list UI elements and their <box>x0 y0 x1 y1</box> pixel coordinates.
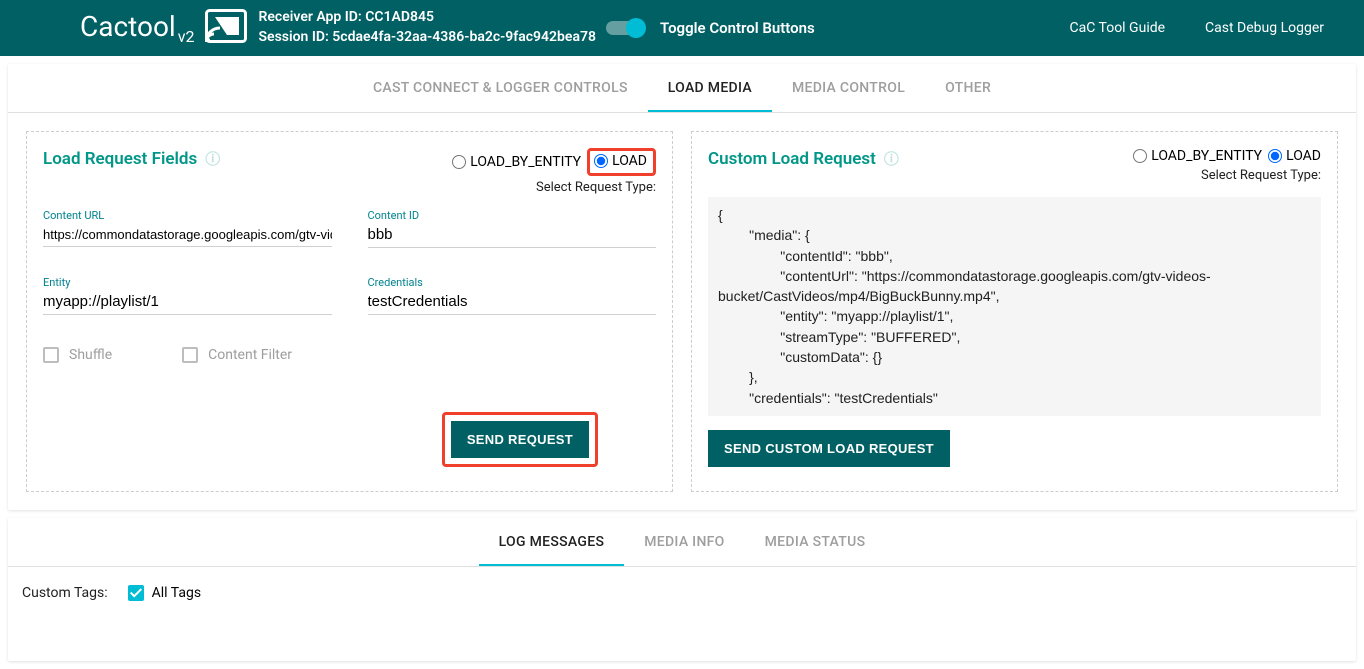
tab-load-media[interactable]: LOAD MEDIA <box>648 64 772 112</box>
request-type-selector: LOAD_BY_ENTITY LOAD Select Request Type: <box>452 148 656 195</box>
custom-load-request-panel: Custom Load Request ⓘ LOAD_BY_ENTITY LOA… <box>691 131 1338 492</box>
entity-field: Entity <box>43 276 332 315</box>
tab-media-control[interactable]: MEDIA CONTROL <box>772 64 925 112</box>
load-request-fields-panel: Load Request Fields ⓘ LOAD_BY_ENTITY LOA… <box>26 131 673 492</box>
radio-load-by-entity[interactable]: LOAD_BY_ENTITY <box>1133 148 1262 164</box>
cac-tool-guide-link[interactable]: CaC Tool Guide <box>1070 20 1166 36</box>
cast-icon[interactable] <box>205 9 247 47</box>
tab-other[interactable]: OTHER <box>925 64 1011 112</box>
tab-media-info[interactable]: MEDIA INFO <box>624 518 744 566</box>
cast-debug-logger-link[interactable]: Cast Debug Logger <box>1205 20 1324 36</box>
panel-title: Custom Load Request ⓘ <box>708 148 899 169</box>
app-logo: Cactoolv2 <box>80 10 195 47</box>
app-version: v2 <box>178 27 195 46</box>
panel-title: Load Request Fields ⓘ <box>43 148 220 169</box>
content-id-input[interactable] <box>368 224 657 248</box>
toggle-switch[interactable] <box>606 21 642 35</box>
credentials-input[interactable] <box>368 291 657 315</box>
field-label: Credentials <box>368 276 657 289</box>
checkbox-icon <box>43 347 59 363</box>
session-info: Receiver App ID: CC1AD845 Session ID: 5c… <box>259 8 596 47</box>
radio-load[interactable]: LOAD <box>1268 148 1321 164</box>
app-header: Cactoolv2 Receiver App ID: CC1AD845 Sess… <box>0 0 1364 56</box>
all-tags-checkbox[interactable]: All Tags <box>128 585 201 601</box>
shuffle-checkbox[interactable]: Shuffle <box>43 347 112 363</box>
checkbox-icon <box>182 347 198 363</box>
radio-load-by-entity[interactable]: LOAD_BY_ENTITY <box>452 154 581 170</box>
send-custom-load-request-button[interactable]: SEND CUSTOM LOAD REQUEST <box>708 430 950 467</box>
session-id: Session ID: 5cdae4fa-32aa-4386-ba2c-9fac… <box>259 28 596 48</box>
tab-cast-connect[interactable]: CAST CONNECT & LOGGER CONTROLS <box>353 64 648 112</box>
request-type-selector: LOAD_BY_ENTITY LOAD Select Request Type: <box>1133 148 1321 183</box>
content-url-field: Content URL <box>43 209 332 248</box>
log-tabs: LOG MESSAGES MEDIA INFO MEDIA STATUS <box>8 518 1356 567</box>
send-request-button[interactable]: SEND REQUEST <box>451 421 589 458</box>
help-icon[interactable]: ⓘ <box>205 148 220 169</box>
highlight-load-radio: LOAD <box>587 148 656 176</box>
receiver-app-id: Receiver App ID: CC1AD845 <box>259 8 596 28</box>
tab-media-status[interactable]: MEDIA STATUS <box>745 518 886 566</box>
radio-load[interactable]: LOAD <box>594 153 647 169</box>
entity-input[interactable] <box>43 291 332 315</box>
custom-request-code[interactable]: { "media": { "contentId": "bbb", "conten… <box>708 197 1321 416</box>
tab-log-messages[interactable]: LOG MESSAGES <box>479 518 625 566</box>
content-url-input[interactable] <box>43 225 332 247</box>
highlight-send-request: SEND REQUEST <box>442 412 598 467</box>
main-tabs: CAST CONNECT & LOGGER CONTROLS LOAD MEDI… <box>8 64 1356 113</box>
toggle-label: Toggle Control Buttons <box>660 19 815 37</box>
checkbox-checked-icon <box>128 585 144 601</box>
content-id-field: Content ID <box>368 209 657 248</box>
field-label: Entity <box>43 276 332 289</box>
credentials-field: Credentials <box>368 276 657 315</box>
main-card: CAST CONNECT & LOGGER CONTROLS LOAD MEDI… <box>8 64 1356 510</box>
field-label: Content ID <box>368 209 657 222</box>
help-icon[interactable]: ⓘ <box>884 148 899 169</box>
app-name: Cactool <box>80 10 176 43</box>
select-request-type-label: Select Request Type: <box>452 180 656 195</box>
custom-tags-row: Custom Tags: All Tags <box>8 567 1356 601</box>
custom-tags-label: Custom Tags: <box>22 585 108 601</box>
select-request-type-label: Select Request Type: <box>1133 168 1321 183</box>
toggle-control-buttons[interactable]: Toggle Control Buttons <box>606 19 815 37</box>
content-filter-checkbox[interactable]: Content Filter <box>182 347 292 363</box>
field-label: Content URL <box>43 209 332 222</box>
log-card: LOG MESSAGES MEDIA INFO MEDIA STATUS Cus… <box>8 518 1356 661</box>
